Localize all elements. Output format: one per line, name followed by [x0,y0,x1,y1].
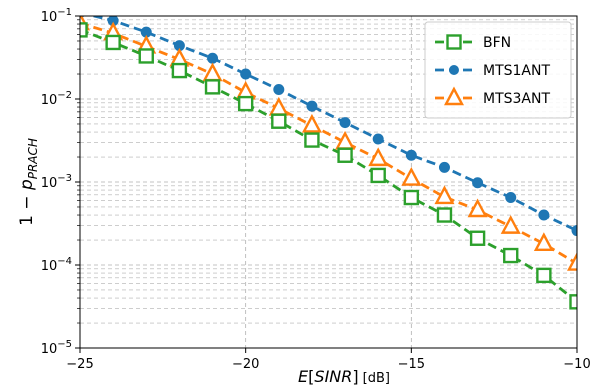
data-point-bfn [171,62,188,79]
data-point-mts1ant [273,84,285,96]
data-point-bfn [138,48,154,64]
data-point-mts1ant [438,161,450,173]
x-tick-label: −10 [563,357,590,372]
data-point-mts3ant [202,62,223,82]
y-tick-label: 10−4 [41,256,72,274]
data-point-mts1ant [306,100,318,112]
data-point-bfn [503,247,519,264]
y-tick-label: 10−2 [41,90,72,108]
legend-marker-mts3ant [444,86,464,106]
legend-label-mts1ant: MTS1ANT [483,63,550,79]
y-tick-label: 10−5 [41,339,72,357]
data-point-bfn [337,147,353,163]
data-point-mts1ant [372,133,384,145]
y-axis-label: 1 − pPRACH [17,138,40,226]
data-point-mts1ant [472,177,484,189]
legend-label-mts3ant: MTS3ANT [483,91,550,107]
data-point-mts1ant [505,192,517,204]
data-point-bfn [569,294,577,310]
x-tick-label: −25 [66,357,93,372]
data-point-mts3ant [401,167,422,186]
data-point-mts3ant [467,198,488,218]
y-tick-label: 10−1 [41,7,72,25]
x-axis-label: E[SINR] [dB] [298,367,390,386]
series-line-bfn [80,28,577,303]
data-point-bfn [80,22,88,38]
data-point-mts1ant [339,117,351,129]
legend: BFN MTS1ANT MTS3ANT [424,21,572,119]
data-point-bfn [469,230,486,246]
series-mts1ant [80,16,577,237]
data-point-bfn [436,207,453,223]
series-bfn [80,22,577,310]
axis-ticks: −25 −20 −15 −10 10−5 10−4 10−3 10−2 10−1 [41,7,591,372]
data-point-mts1ant [405,149,417,161]
data-point-mts1ant [207,52,219,64]
data-point-mts3ant [301,113,322,133]
data-point-mts3ant [533,232,554,252]
data-point-bfn [204,79,221,95]
data-point-bfn [403,189,420,206]
series-line-mts1ant [88,16,577,232]
legend-marker-mts1ant [449,65,459,75]
data-point-mts3ant [567,252,577,271]
x-tick-label: −20 [232,357,259,372]
legend-marker-bfn [446,34,462,50]
data-point-mts3ant [434,185,455,205]
series-line-mts3ant [80,21,577,265]
x-tick-label: −15 [398,357,425,372]
legend-label-bfn: BFN [483,35,511,51]
data-point-bfn [536,267,552,284]
data-point-bfn [370,167,386,184]
data-point-mts3ant [500,215,521,234]
y-tick-label: 10−3 [41,173,72,191]
series-layer [80,16,577,310]
data-point-bfn [105,34,121,51]
data-point-mts1ant [538,209,550,221]
data-point-mts1ant [571,225,577,237]
data-point-bfn [304,132,320,148]
data-point-bfn [237,95,254,112]
data-point-bfn [271,113,287,129]
data-point-mts3ant [368,147,389,167]
data-point-mts1ant [240,68,252,80]
